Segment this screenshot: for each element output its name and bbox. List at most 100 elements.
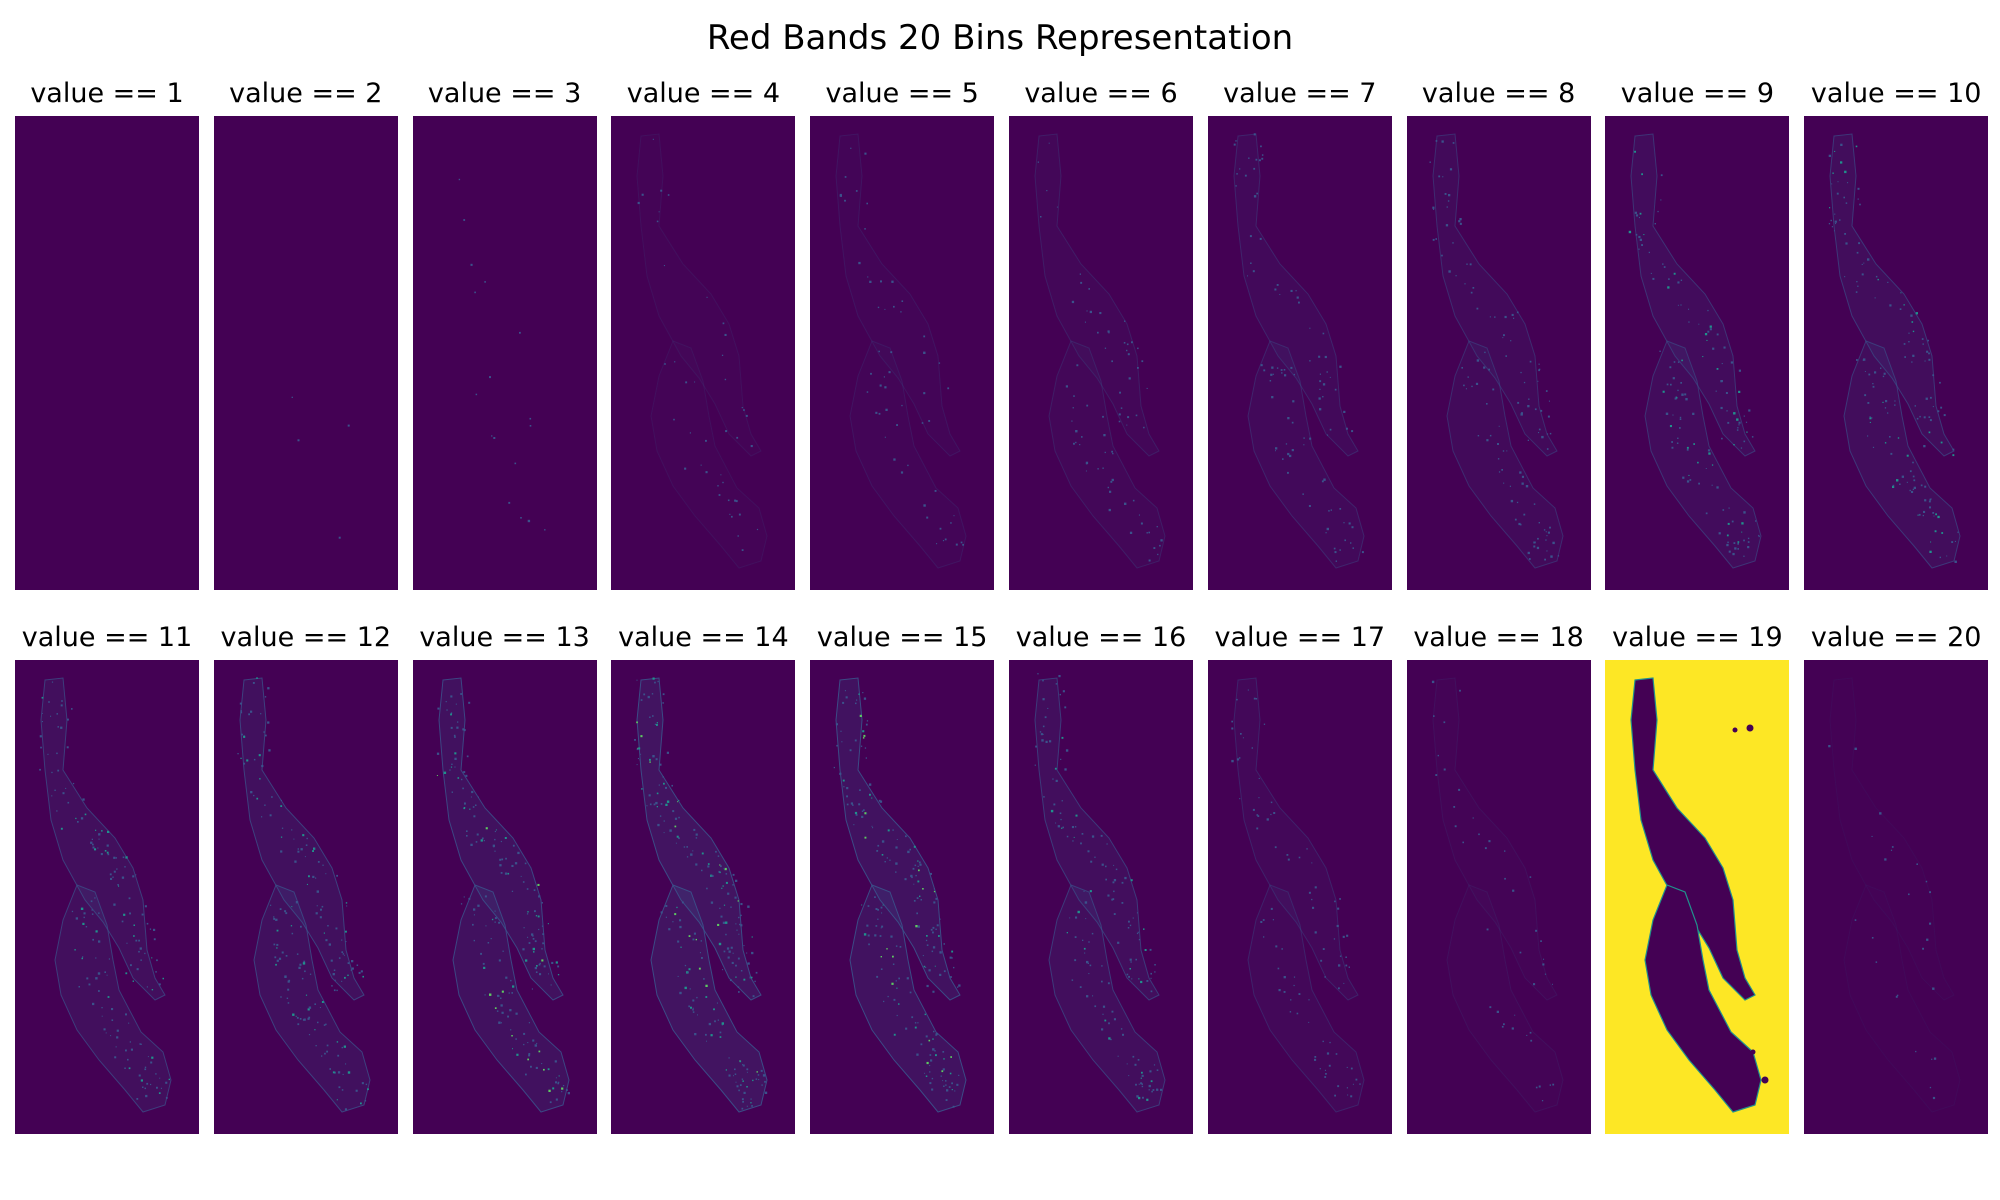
bin-pixel bbox=[524, 1073, 527, 1076]
bin-pixel bbox=[1543, 558, 1546, 561]
bin-pixel bbox=[1258, 159, 1261, 162]
bin-pixel bbox=[728, 499, 730, 502]
bin-pixel bbox=[541, 942, 544, 945]
bin-pixel bbox=[345, 941, 347, 943]
panel-image bbox=[15, 116, 199, 590]
bin-pixel bbox=[664, 363, 667, 365]
bin-pixel bbox=[746, 414, 749, 417]
bin-pixel bbox=[1086, 960, 1089, 964]
bin-pixel bbox=[1525, 1034, 1527, 1036]
bin-pixel bbox=[1064, 768, 1067, 771]
panel-title: value == 15 bbox=[816, 622, 988, 653]
bin-pixel bbox=[165, 1081, 168, 1084]
bin-pixel bbox=[690, 1006, 693, 1009]
bin-pixel bbox=[140, 1043, 142, 1045]
bin-pixel bbox=[866, 813, 868, 815]
bin-pixel bbox=[1503, 850, 1505, 852]
bin-pixel bbox=[145, 1094, 148, 1098]
bin-pixel bbox=[1152, 1089, 1155, 1091]
bin-pixel bbox=[705, 1033, 708, 1036]
panel-title: value == 11 bbox=[21, 622, 193, 653]
bin-pixel bbox=[705, 471, 708, 474]
bin-pixel bbox=[1446, 206, 1448, 208]
bin-pixel bbox=[1924, 485, 1927, 488]
bin-pixel bbox=[1667, 286, 1670, 289]
bin-pixel bbox=[345, 902, 347, 904]
bin-pixel bbox=[1043, 796, 1045, 798]
bin-pixel bbox=[1529, 1039, 1532, 1042]
bin-pixel bbox=[1879, 812, 1882, 815]
bin-pixel bbox=[1055, 822, 1057, 824]
bin-pixel bbox=[81, 957, 83, 960]
bin-pixel bbox=[931, 950, 934, 953]
bin-pixel bbox=[1102, 1013, 1104, 1015]
bin-pixel bbox=[60, 726, 63, 729]
bin-pixel bbox=[1854, 919, 1857, 921]
bin-pixel bbox=[880, 280, 883, 283]
bin-pixel bbox=[135, 874, 137, 876]
bin-pixel bbox=[1322, 332, 1324, 335]
bin-pixel bbox=[932, 1048, 935, 1051]
bin-pixel bbox=[880, 956, 883, 958]
bin-pixel bbox=[1104, 1019, 1107, 1022]
bin-pixel bbox=[730, 906, 733, 908]
bin-pixel bbox=[1075, 814, 1078, 817]
bin-pixel bbox=[1892, 485, 1895, 488]
bin-pixel bbox=[557, 974, 559, 976]
bin-pixel bbox=[1639, 212, 1642, 215]
bin-pixel bbox=[1274, 288, 1277, 291]
bin-pixel bbox=[688, 968, 691, 971]
bin-pixel bbox=[861, 745, 863, 747]
bin-pixel bbox=[516, 851, 520, 855]
bin-pixel bbox=[1726, 410, 1729, 412]
bin-pixel bbox=[1913, 486, 1917, 489]
bin-pixel bbox=[295, 1015, 297, 1017]
bin-pixel bbox=[659, 763, 662, 766]
bin-pixel bbox=[1097, 331, 1099, 334]
bin-pixel bbox=[939, 951, 942, 954]
bin-pixel bbox=[638, 758, 640, 760]
bin-pixel bbox=[1266, 818, 1269, 821]
bin-pixel bbox=[1128, 920, 1130, 923]
bin-pixel bbox=[636, 764, 638, 766]
bin-pixel bbox=[111, 1008, 114, 1011]
bin-pixel bbox=[1144, 949, 1147, 951]
bin-pixel bbox=[107, 830, 110, 833]
bin-pixel bbox=[272, 916, 275, 918]
bin-pixel bbox=[1117, 1055, 1119, 1057]
bin-pixel bbox=[854, 739, 857, 742]
bin-pixel bbox=[342, 1073, 344, 1075]
bin-pixel bbox=[1940, 406, 1943, 409]
bin-pixel bbox=[240, 733, 243, 736]
bin-pixel bbox=[297, 848, 299, 850]
bin-pixel bbox=[1941, 532, 1944, 534]
bin-pixel bbox=[655, 758, 658, 761]
bin-pixel bbox=[1638, 235, 1641, 239]
bin-pixel bbox=[866, 924, 869, 927]
bin-pixel bbox=[1146, 1098, 1149, 1101]
bin-pixel bbox=[1150, 977, 1152, 979]
bin-pixel bbox=[1912, 488, 1915, 491]
bin-pixel bbox=[700, 952, 702, 954]
bin-pixel bbox=[1263, 369, 1265, 372]
bin-pixel bbox=[1520, 413, 1523, 416]
bin-pixel bbox=[1752, 436, 1754, 438]
bin-pixel bbox=[1089, 890, 1092, 893]
bin-pixel bbox=[1536, 380, 1538, 382]
bin-pixel bbox=[950, 976, 953, 978]
bin-pixel bbox=[1884, 858, 1887, 861]
bin-pixel bbox=[237, 753, 239, 755]
bin-pixel bbox=[281, 951, 284, 954]
bin-pixel bbox=[532, 947, 535, 951]
bin-pixel bbox=[276, 929, 279, 932]
bin-pixel bbox=[746, 1068, 749, 1071]
bin-pixel bbox=[470, 790, 473, 794]
bin-pixel bbox=[884, 386, 887, 389]
bin-pixel bbox=[1335, 1053, 1338, 1055]
bin-pixel bbox=[692, 938, 695, 941]
bin-pixel bbox=[104, 971, 106, 973]
bin-pixel bbox=[1309, 327, 1311, 329]
bin-pixel bbox=[1131, 341, 1133, 344]
bin-pixel bbox=[1697, 461, 1700, 464]
bin-pixel bbox=[1127, 416, 1130, 419]
